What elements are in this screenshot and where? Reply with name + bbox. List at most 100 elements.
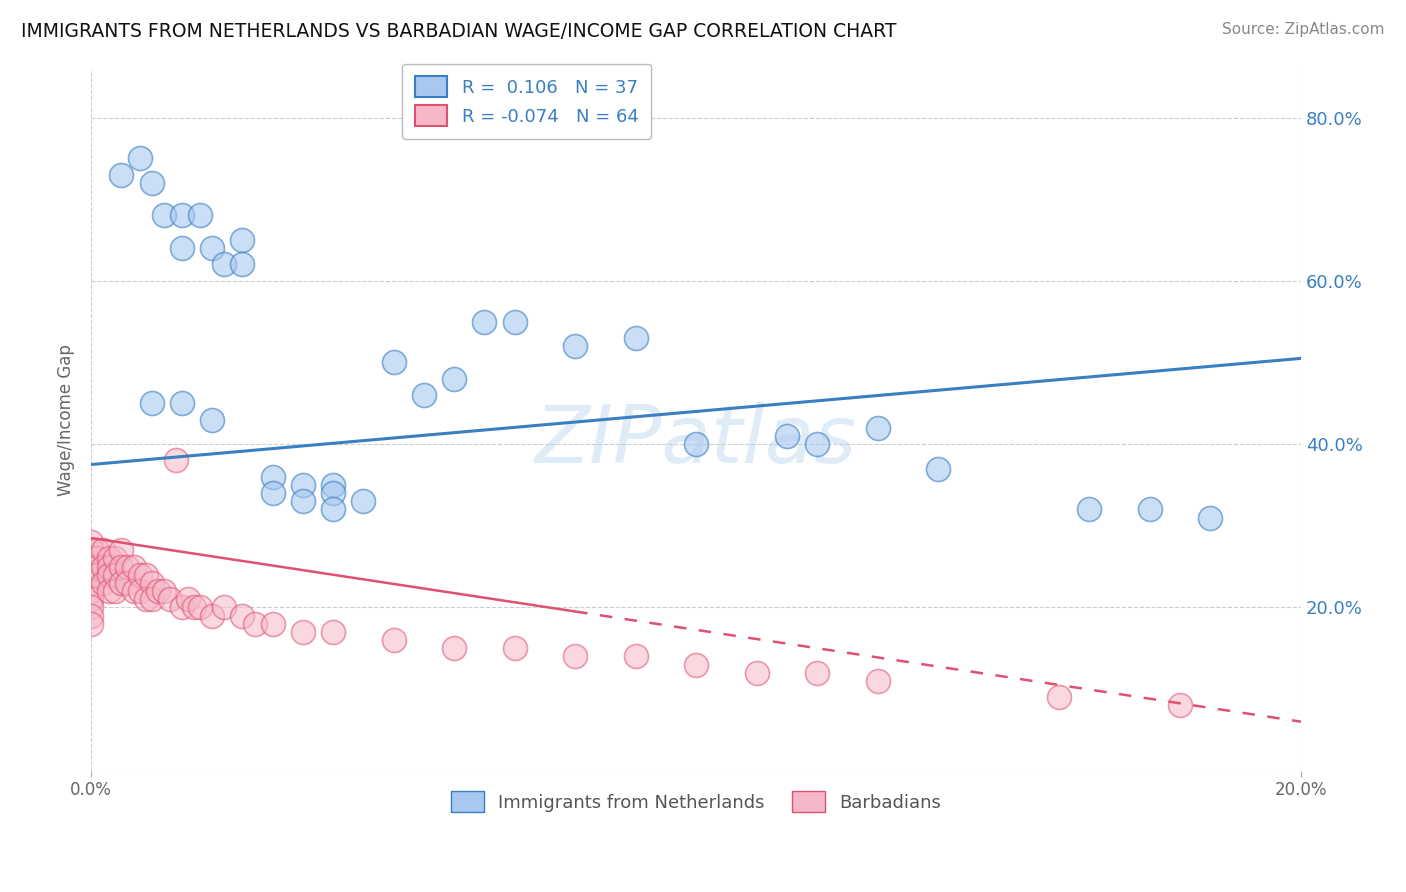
- Point: [503, 315, 526, 329]
- Point: [745, 665, 768, 680]
- Point: [322, 486, 344, 500]
- Point: [177, 592, 200, 607]
- Legend: Immigrants from Netherlands, Barbadians: Immigrants from Netherlands, Barbadians: [439, 779, 953, 825]
- Point: [86, 567, 108, 582]
- Point: [352, 494, 374, 508]
- Point: [159, 592, 181, 607]
- Point: [291, 494, 314, 508]
- Point: [91, 543, 114, 558]
- Point: [262, 616, 284, 631]
- Point: [122, 584, 145, 599]
- Point: [322, 624, 344, 639]
- Point: [806, 665, 828, 680]
- Point: [80, 575, 103, 590]
- Point: [128, 584, 150, 599]
- Point: [98, 559, 121, 574]
- Point: [382, 633, 405, 648]
- Point: [141, 575, 163, 590]
- Point: [80, 600, 103, 615]
- Point: [503, 641, 526, 656]
- Point: [98, 584, 121, 599]
- Point: [170, 396, 193, 410]
- Point: [1047, 690, 1070, 705]
- Point: [443, 372, 465, 386]
- Point: [91, 575, 114, 590]
- Point: [291, 478, 314, 492]
- Point: [80, 559, 103, 574]
- Point: [80, 584, 103, 599]
- Point: [866, 421, 889, 435]
- Point: [80, 551, 103, 566]
- Text: Source: ZipAtlas.com: Source: ZipAtlas.com: [1222, 22, 1385, 37]
- Point: [776, 429, 799, 443]
- Y-axis label: Wage/Income Gap: Wage/Income Gap: [58, 343, 75, 496]
- Point: [806, 437, 828, 451]
- Point: [322, 478, 344, 492]
- Point: [104, 584, 127, 599]
- Point: [1078, 502, 1101, 516]
- Point: [86, 551, 108, 566]
- Point: [262, 469, 284, 483]
- Point: [231, 257, 253, 271]
- Point: [146, 584, 169, 599]
- Point: [80, 616, 103, 631]
- Point: [141, 592, 163, 607]
- Point: [104, 567, 127, 582]
- Point: [1139, 502, 1161, 516]
- Point: [188, 209, 211, 223]
- Point: [152, 209, 174, 223]
- Point: [685, 437, 707, 451]
- Text: ZIPatlas: ZIPatlas: [536, 401, 858, 480]
- Point: [135, 592, 157, 607]
- Point: [80, 543, 103, 558]
- Point: [443, 641, 465, 656]
- Point: [382, 355, 405, 369]
- Point: [624, 649, 647, 664]
- Point: [201, 608, 224, 623]
- Text: IMMIGRANTS FROM NETHERLANDS VS BARBADIAN WAGE/INCOME GAP CORRELATION CHART: IMMIGRANTS FROM NETHERLANDS VS BARBADIAN…: [21, 22, 897, 41]
- Point: [170, 600, 193, 615]
- Point: [117, 575, 139, 590]
- Point: [188, 600, 211, 615]
- Point: [128, 567, 150, 582]
- Point: [624, 331, 647, 345]
- Point: [91, 559, 114, 574]
- Point: [564, 649, 586, 664]
- Point: [152, 584, 174, 599]
- Point: [104, 551, 127, 566]
- Point: [927, 461, 949, 475]
- Point: [183, 600, 205, 615]
- Point: [141, 176, 163, 190]
- Point: [231, 608, 253, 623]
- Point: [212, 600, 235, 615]
- Point: [685, 657, 707, 672]
- Point: [262, 486, 284, 500]
- Point: [322, 502, 344, 516]
- Point: [80, 608, 103, 623]
- Point: [212, 257, 235, 271]
- Point: [86, 543, 108, 558]
- Point: [474, 315, 496, 329]
- Point: [80, 592, 103, 607]
- Point: [291, 624, 314, 639]
- Point: [86, 559, 108, 574]
- Point: [170, 209, 193, 223]
- Point: [110, 168, 132, 182]
- Point: [110, 575, 132, 590]
- Point: [1199, 510, 1222, 524]
- Point: [412, 388, 434, 402]
- Point: [80, 535, 103, 549]
- Point: [122, 559, 145, 574]
- Point: [110, 543, 132, 558]
- Point: [98, 567, 121, 582]
- Point: [117, 559, 139, 574]
- Point: [231, 233, 253, 247]
- Point: [135, 567, 157, 582]
- Point: [243, 616, 266, 631]
- Point: [170, 241, 193, 255]
- Point: [201, 412, 224, 426]
- Point: [110, 559, 132, 574]
- Point: [1168, 698, 1191, 713]
- Point: [564, 339, 586, 353]
- Point: [128, 152, 150, 166]
